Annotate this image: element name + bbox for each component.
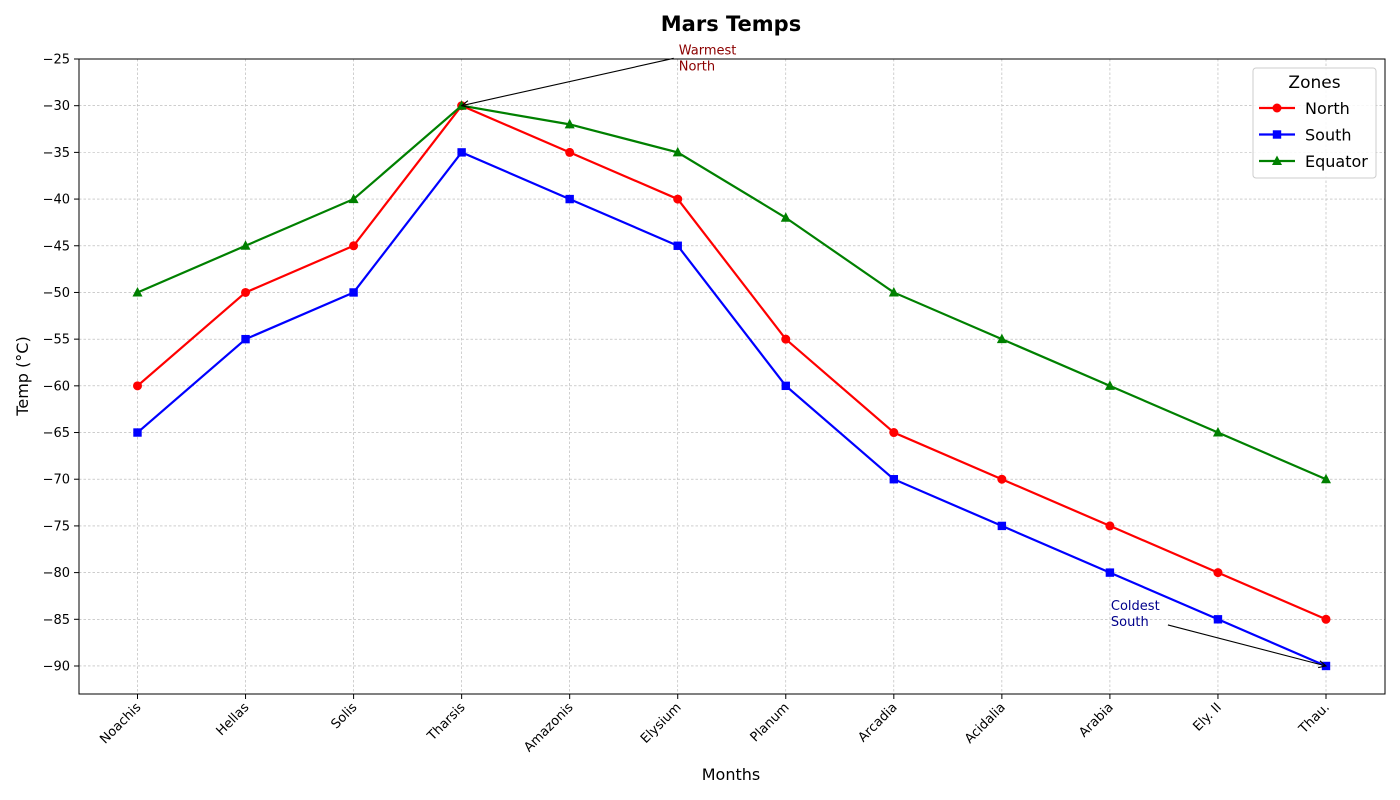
data-point: [997, 521, 1007, 531]
legend-box: [1252, 67, 1377, 179]
data-point: [348, 193, 359, 204]
legend-entry: North: [1259, 99, 1350, 118]
data-point: [240, 240, 251, 250]
x-tick-label: Hellas: [214, 700, 253, 739]
y-tick-label: −85: [43, 613, 70, 628]
y-tick-label: −25: [43, 53, 70, 68]
data-point: [781, 334, 791, 344]
data-point: [1321, 614, 1331, 624]
series-line: [136, 104, 1327, 621]
data-point: [349, 288, 358, 297]
data-point: [1213, 568, 1223, 578]
y-tick-label: −70: [43, 473, 70, 488]
data-point: [241, 334, 250, 344]
annotation-arrowhead: [460, 100, 470, 109]
y-tick-label: −60: [43, 379, 70, 394]
data-point: [889, 428, 899, 438]
x-tick-label: Planum: [748, 700, 793, 745]
annotation-text: Warmest: [679, 43, 737, 58]
data-point: [349, 241, 359, 251]
annotation-arrow: [461, 57, 674, 107]
legend-label: Equator: [1305, 152, 1368, 171]
x-tick-label: Solis: [328, 700, 360, 732]
data-point: [1105, 568, 1115, 577]
data-point: [564, 118, 575, 129]
annotation-arrow: [1167, 624, 1327, 667]
series-south: [133, 148, 1331, 671]
y-tick-label: −35: [43, 146, 70, 161]
legend: Zones North South Equator: [1252, 67, 1377, 179]
legend-title: Zones: [1288, 73, 1340, 93]
data-point: [133, 381, 142, 391]
x-tick-label: Elysium: [638, 700, 685, 747]
legend-entry: South: [1259, 126, 1352, 145]
data-point: [1212, 427, 1223, 437]
legend-swatch-marker: [1272, 130, 1282, 139]
data-point: [1104, 380, 1115, 390]
x-tick-label: Amazonis: [521, 700, 576, 755]
series-north: [133, 101, 1331, 624]
x-tick-label: Arcadia: [855, 700, 900, 745]
data-point: [781, 381, 790, 391]
data-point: [133, 428, 142, 437]
data-point: [1213, 615, 1223, 624]
legend-label: South: [1305, 126, 1352, 145]
annotation-text: Coldest: [1111, 599, 1160, 614]
legend-entry: Equator: [1259, 152, 1368, 171]
data-point: [889, 475, 899, 484]
series-line: [137, 104, 1327, 481]
legend-label: North: [1305, 99, 1350, 118]
data-point: [780, 212, 791, 222]
annotation-text: South: [1111, 615, 1149, 630]
x-tick-label: Acidalia: [962, 700, 1009, 747]
y-tick-label: −40: [43, 193, 70, 208]
series-group: [132, 100, 1331, 671]
data-point: [565, 147, 575, 157]
data-point: [241, 287, 251, 297]
x-tick-label: Tharsis: [424, 700, 468, 744]
data-point: [1321, 473, 1331, 484]
annotation-arrowhead: [1318, 660, 1328, 669]
annotation-text: North: [679, 59, 715, 74]
x-tick-label: Noachis: [97, 700, 144, 747]
legend-swatch-marker: [1272, 155, 1282, 165]
y-tick-label: −65: [43, 426, 70, 441]
y-tick-label: −55: [43, 333, 70, 348]
x-tick-label: Thau.: [1296, 700, 1333, 737]
data-point: [132, 286, 143, 297]
legend-swatch-marker: [1272, 103, 1282, 113]
data-point: [673, 241, 682, 250]
data-point: [672, 146, 683, 157]
y-tick-label: −45: [43, 239, 70, 254]
data-point: [673, 194, 683, 204]
y-tick-label: −30: [43, 99, 70, 114]
data-point: [997, 474, 1007, 484]
plot-frame: [78, 58, 1386, 695]
y-tick-label: −80: [43, 566, 70, 581]
series-equator: [132, 100, 1331, 484]
x-tick-label: Ely. II: [1190, 700, 1224, 734]
data-point: [1105, 521, 1115, 531]
x-axis-title: Months: [702, 765, 760, 784]
series-line: [136, 151, 1327, 667]
data-point: [456, 100, 467, 110]
axes: Noachis Hellas Solis Tharsis Amazonis Elysium…: [43, 53, 1386, 755]
y-axis-title: Temp (°C): [13, 336, 32, 416]
chart-title: Mars Temps: [661, 12, 801, 36]
y-tick-label: −90: [43, 659, 70, 674]
data-point: [888, 286, 899, 297]
y-tick-label: −50: [43, 286, 70, 301]
data-point: [565, 194, 574, 204]
grid: [79, 58, 1385, 694]
data-point: [457, 148, 466, 157]
y-tick-label: −75: [43, 519, 70, 534]
x-tick-label: Arabia: [1076, 700, 1116, 740]
data-point: [996, 333, 1007, 344]
